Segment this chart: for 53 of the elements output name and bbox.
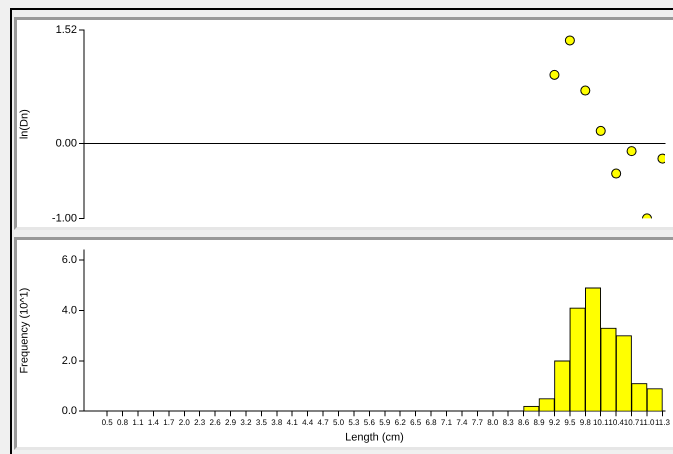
y-tick-label: 6.0 (62, 254, 77, 266)
point (549, 70, 560, 80)
x-tick-label: 0.8 (117, 418, 129, 428)
x-tick-label: 11.0 (640, 418, 656, 428)
y-tick-label: -1.00 (52, 212, 77, 224)
point (564, 35, 575, 46)
y-tick-label: 2.0 (62, 354, 77, 367)
x-tick-label: 7.7 (472, 418, 484, 428)
x-tick-label: 2.9 (224, 418, 237, 428)
x-tick-label: 2.0 (178, 418, 190, 428)
x-tick-label: 5.9 (379, 418, 391, 428)
x-tick-label: 6.2 (394, 418, 406, 428)
y-axis-title: ln(Dn) (18, 109, 31, 140)
x-tick-label: 11.3 (654, 418, 670, 428)
x-tick-label: 4.4 (302, 418, 314, 428)
x-tick-label: 5.3 (348, 418, 360, 428)
x-tick-label: 1.4 (148, 418, 160, 428)
x-tick-label: 5.6 (364, 418, 376, 428)
x-tick-label: 4.1 (286, 418, 298, 428)
x-tick-label: 3.5 (256, 418, 268, 428)
x-tick-label: 9.5 (564, 418, 576, 428)
x-tick-label: 5.0 (332, 418, 345, 428)
y-tick-label: 0.00 (56, 138, 77, 150)
x-tick-label: 2.3 (194, 418, 206, 428)
x-tick-label: 8.0 (487, 418, 499, 428)
x-tick-label: 2.6 (210, 418, 222, 428)
point (626, 146, 637, 156)
y-axis-title: Frequency (10^1) (18, 288, 31, 374)
y-tick-label: 0.0 (62, 405, 77, 418)
x-tick-label: 7.1 (440, 418, 453, 428)
x-tick-label: 10.4 (608, 418, 624, 428)
point (611, 168, 622, 179)
y-tick-label: 4.0 (62, 304, 77, 316)
x-tick-label: 10.1 (592, 418, 610, 428)
x-tick-label: 8.3 (502, 418, 514, 428)
point (596, 126, 606, 136)
x-tick-label: 8.9 (533, 418, 546, 428)
x-tick-label: 9.2 (548, 418, 561, 428)
x-tick-label: 0.5 (102, 418, 114, 428)
x-tick-label: 9.8 (580, 418, 592, 428)
x-tick-label: 6.5 (410, 418, 422, 428)
x-tick-label: 4.7 (318, 418, 330, 428)
point (580, 86, 590, 96)
x-tick-label: 10.7 (624, 418, 640, 428)
x-tick-label: 8.6 (518, 418, 530, 428)
x-tick-label: 1.1 (132, 418, 144, 428)
x-tick-label: 7.4 (456, 418, 468, 428)
x-tick-label: 3.8 (271, 418, 283, 428)
x-tick-label: 1.7 (163, 418, 175, 428)
x-axis-title: Length (cm) (345, 431, 404, 444)
y-tick-label: 1.52 (56, 24, 77, 36)
x-tick-label: 3.2 (240, 418, 252, 428)
x-tick-label: 6.8 (425, 418, 438, 428)
